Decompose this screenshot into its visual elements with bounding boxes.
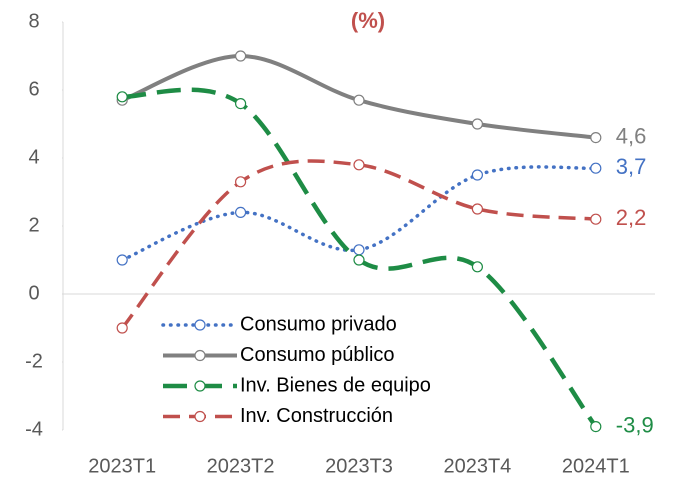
point [590,421,602,433]
point [590,132,602,144]
chart-title: (%) [351,8,385,33]
y-tick-label: 6 [28,78,39,100]
point [353,94,365,106]
legend-marker [194,319,206,331]
point [353,244,365,256]
point [471,203,483,215]
y-tick-label: 4 [28,146,39,168]
y-tick-label: -2 [25,350,43,372]
point [235,97,247,110]
point [471,261,483,273]
series-line [120,159,596,330]
x-tick-label: 2023T2 [207,455,275,477]
legend-marker [194,380,206,392]
data-label: -3,9 [616,412,654,437]
data-label: 2,2 [616,205,647,230]
point [235,176,247,188]
x-tick-label: 2023T4 [443,455,511,477]
point [471,169,483,181]
point [353,254,365,266]
point [116,322,128,334]
y-tick-label: 2 [28,214,39,236]
data-label: 4,6 [616,123,647,148]
legend-label: Inv. Bienes de equipo [240,374,431,396]
point [116,254,128,266]
data-label: 3,7 [616,154,647,179]
y-tick-label: -4 [25,418,43,440]
point [590,213,602,225]
x-tick-label: 2023T1 [88,455,156,477]
legend-label: Consumo público [240,344,395,366]
legend-marker [194,349,206,362]
point [235,50,247,62]
point [471,118,483,130]
point [353,159,365,171]
legend-label: Inv. Construcción [240,405,393,427]
point [590,162,602,174]
legend-label: Consumo privado [240,313,397,335]
y-tick-label: 0 [28,282,39,304]
point [235,206,247,218]
x-tick-label: 2024T1 [562,455,630,477]
point [116,91,128,103]
legend-marker [194,410,206,423]
x-tick-label: 2023T3 [325,455,393,477]
y-tick-label: 8 [28,10,39,32]
